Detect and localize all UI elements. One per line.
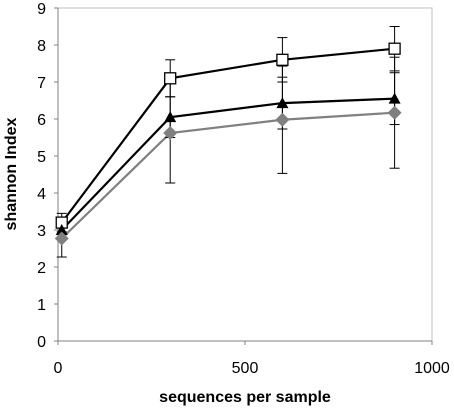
- y-tick-label: 4: [37, 186, 46, 203]
- data-point-triangle: [164, 111, 177, 123]
- y-tick-label: 5: [37, 149, 46, 166]
- markers-open-square: [55, 42, 401, 229]
- y-axis-title: shannon Index: [3, 117, 20, 230]
- data-point-diamond: [275, 112, 290, 127]
- data-point-triangle: [55, 224, 68, 235]
- data-point-diamond: [54, 231, 69, 246]
- series-diamond: [60, 111, 395, 240]
- series-line: [60, 111, 395, 240]
- y-tick-label: 2: [37, 260, 46, 277]
- data-point-diamond: [163, 126, 178, 141]
- y-tick-label: 7: [37, 75, 46, 92]
- x-tick-label: 500: [232, 360, 259, 377]
- error-bars-open-square: [56, 26, 400, 233]
- markers-diamond: [54, 105, 402, 246]
- data-point-square: [164, 72, 177, 85]
- y-tick-label: 8: [37, 38, 46, 55]
- data-point-square: [276, 53, 289, 66]
- markers-triangle: [55, 92, 401, 235]
- y-tick-label: 9: [37, 1, 46, 18]
- data-point-diamond: [387, 105, 402, 120]
- data-point-triangle: [276, 97, 289, 109]
- x-tick-label: 1000: [414, 360, 450, 377]
- error-bars-diamond: [56, 56, 400, 258]
- y-tick-label: 6: [37, 112, 46, 129]
- series-open-square: [60, 47, 395, 224]
- y-tick-label: 0: [37, 334, 46, 351]
- series-line: [60, 47, 395, 224]
- series-line: [60, 97, 395, 231]
- x-tick-label: 0: [54, 360, 63, 377]
- series-triangle: [60, 97, 395, 231]
- x-axis-title: sequences per sample: [159, 389, 331, 406]
- data-point-square: [388, 42, 401, 55]
- y-tick-label: 1: [37, 297, 46, 314]
- y-tick-label: 3: [37, 223, 46, 240]
- data-point-triangle: [388, 92, 401, 104]
- error-bars-triangle: [56, 72, 400, 240]
